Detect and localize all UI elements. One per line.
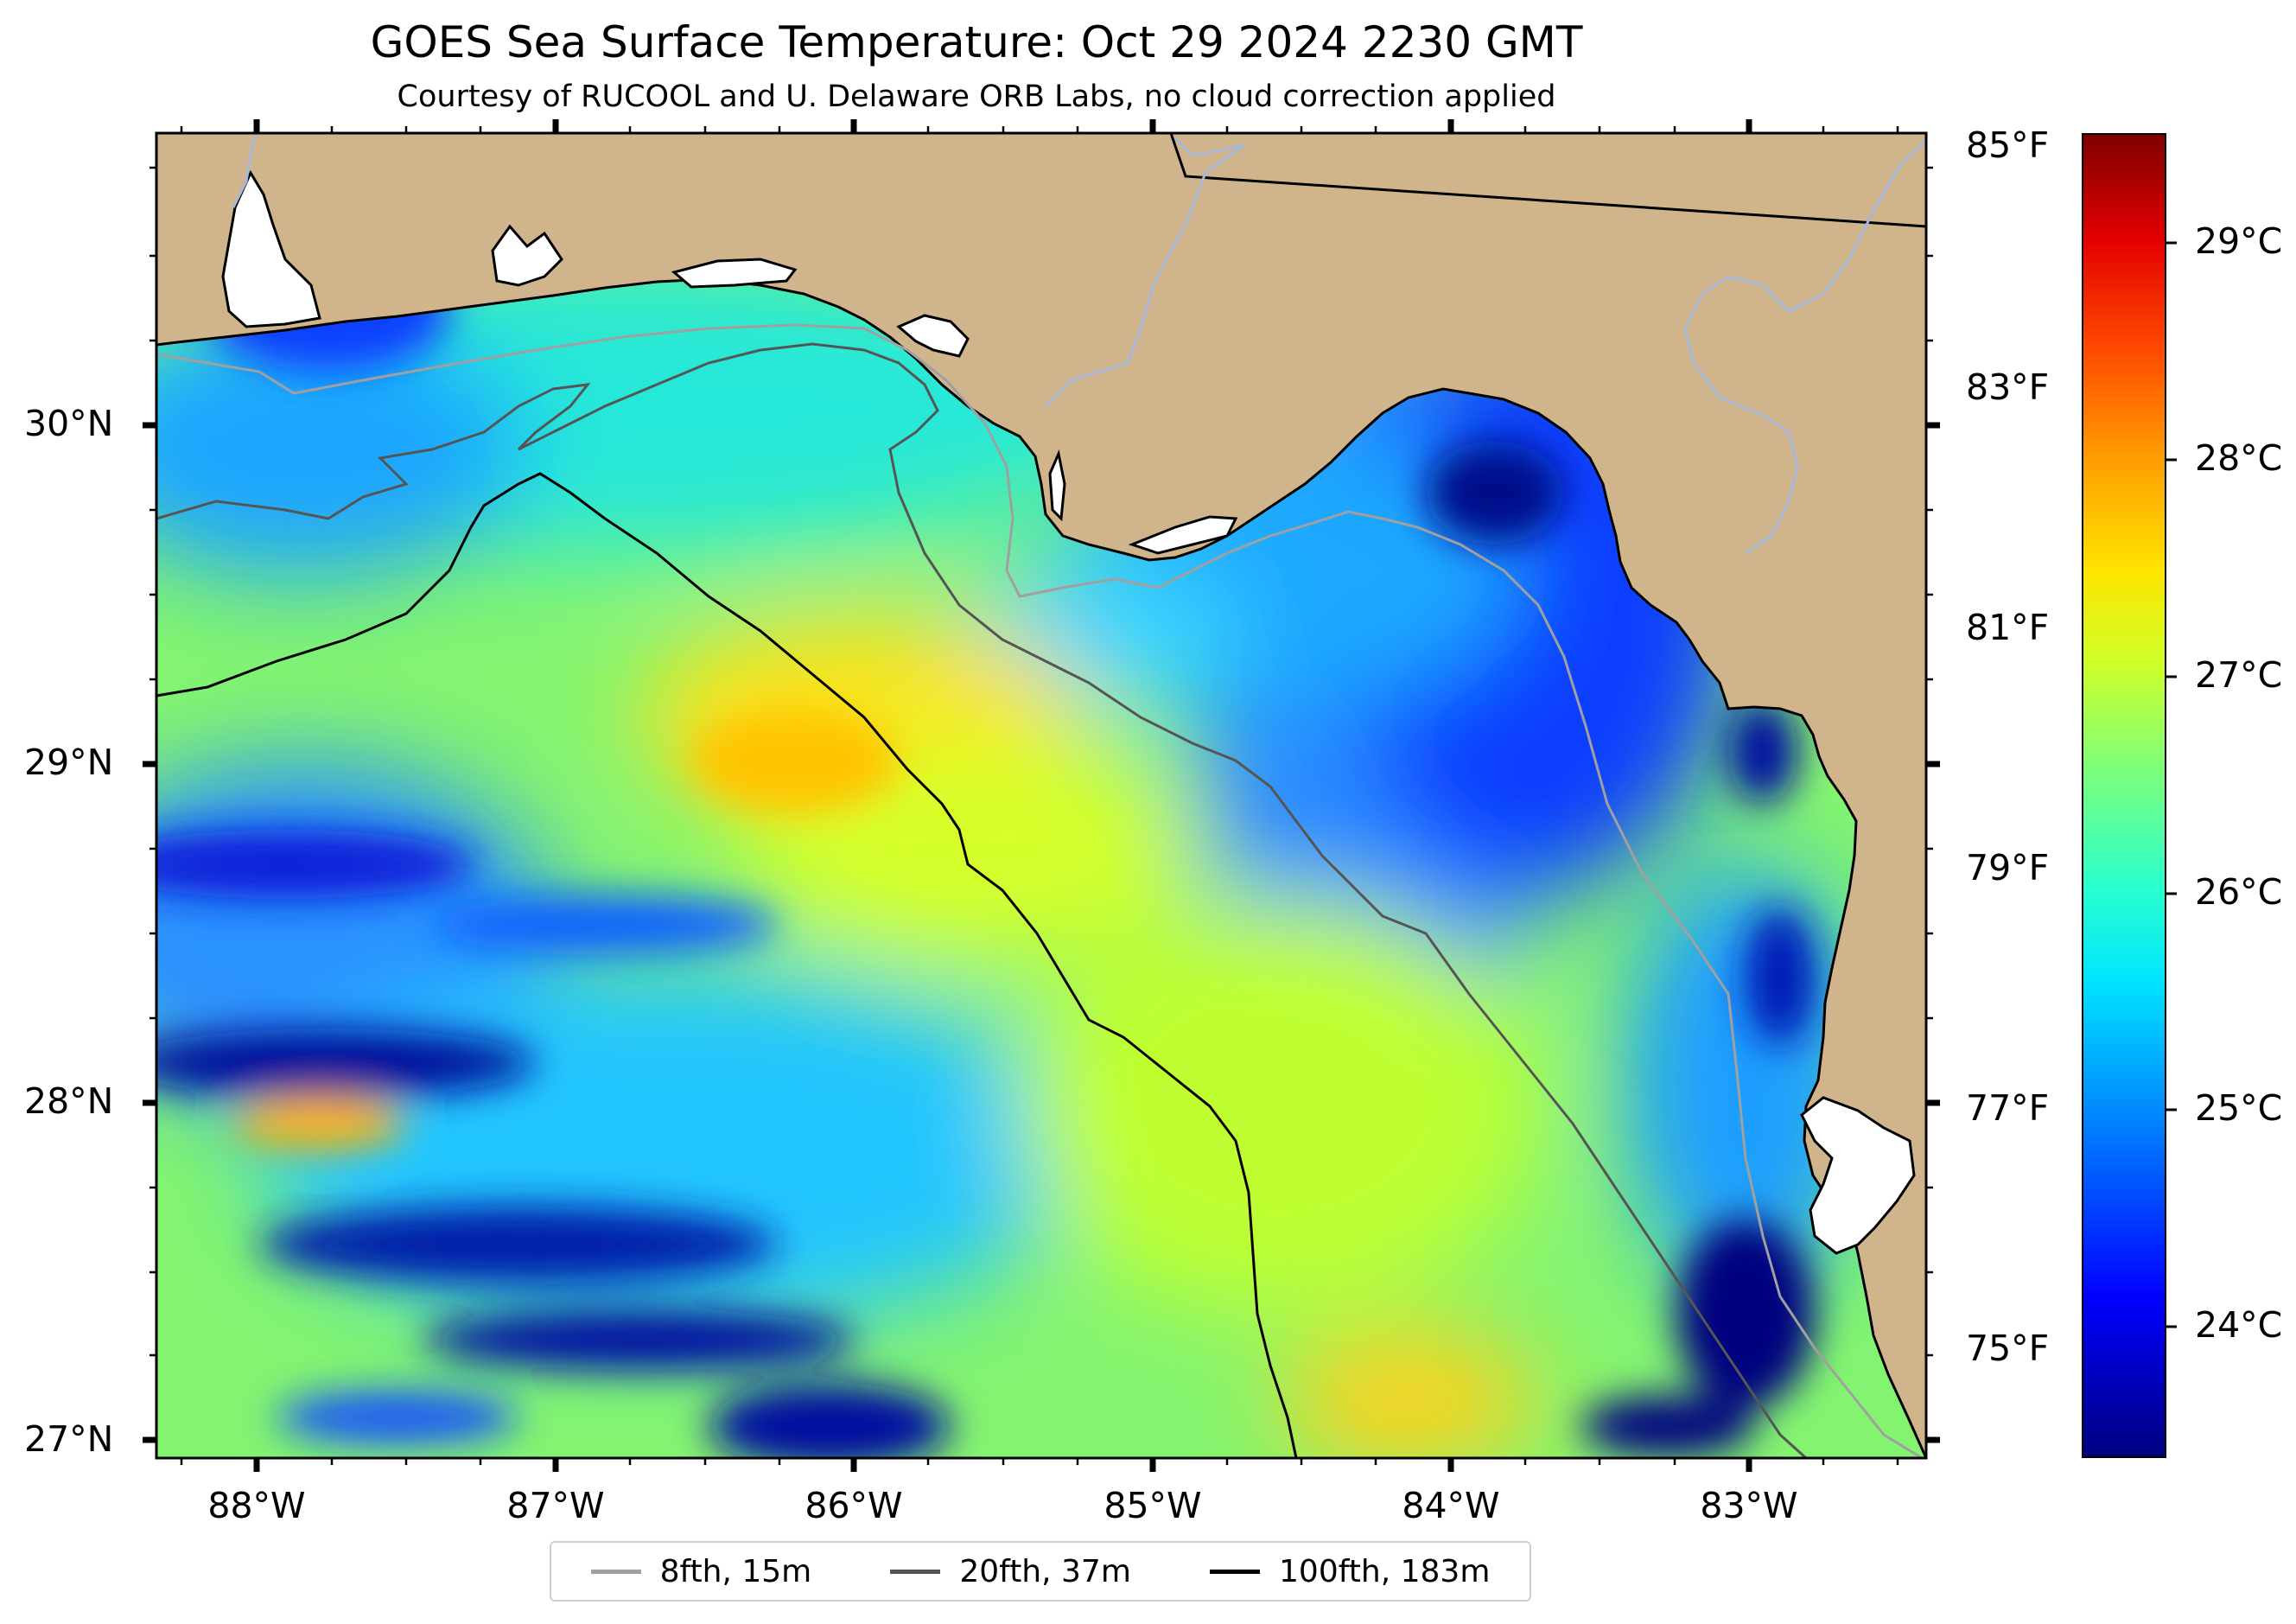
lat-label: 30°N	[24, 403, 114, 444]
apalachee-bay	[1128, 515, 1238, 555]
fahrenheit-label: 75°F	[1966, 1328, 2050, 1369]
celsius-label: 26°C	[2195, 871, 2283, 913]
legend-label: 20fth, 37m	[959, 1553, 1131, 1589]
legend-label: 100fth, 183m	[1279, 1553, 1491, 1589]
river	[1683, 138, 1926, 555]
celsius-label: 28°C	[2195, 437, 2283, 479]
legend-swatch	[590, 1569, 641, 1574]
legend-item-8fth: 8fth, 15m	[590, 1553, 812, 1589]
fahrenheit-label: 83°F	[1966, 366, 2050, 408]
legend-item-100fth: 100fth, 183m	[1210, 1554, 1490, 1589]
lat-label: 28°N	[24, 1080, 114, 1122]
celsius-label: 24°C	[2195, 1304, 2283, 1346]
isobath-20fth	[156, 342, 1808, 1458]
legend-swatch	[1210, 1569, 1261, 1574]
lon-label: 87°W	[506, 1485, 605, 1526]
fahrenheit-label: 77°F	[1966, 1087, 2050, 1129]
celsius-label: 25°C	[2195, 1087, 2283, 1129]
legend-label: 8fth, 15m	[659, 1553, 812, 1589]
tampa-bay	[1800, 1096, 1916, 1255]
lon-label: 88°W	[207, 1485, 306, 1526]
fahrenheit-label: 85°F	[1966, 124, 2050, 166]
map-title: GOES Sea Surface Temperature: Oct 29 202…	[370, 17, 1583, 67]
celsius-label: 27°C	[2195, 654, 2283, 696]
lat-label: 27°N	[24, 1418, 114, 1460]
mobile-bay	[221, 169, 321, 328]
lat-label: 29°N	[24, 742, 114, 783]
isobath-100fth	[156, 472, 1298, 1458]
map-subtitle: Courtesy of RUCOOL and U. Delaware ORB L…	[397, 80, 1556, 114]
river	[1044, 137, 1245, 408]
lon-label: 85°W	[1103, 1485, 1202, 1526]
lon-label: 83°W	[1700, 1485, 1798, 1526]
isobath-8fth	[156, 323, 1924, 1458]
isobath-legend: 8fth, 15m 20fth, 37m 100fth, 183m	[550, 1541, 1531, 1602]
map-frame	[155, 131, 1928, 1460]
land-area	[156, 133, 1926, 1458]
pensacola-bay	[491, 224, 563, 287]
lon-label: 86°W	[805, 1485, 903, 1526]
legend-item-20fth: 20fth, 37m	[890, 1554, 1131, 1589]
temperature-colorbar	[2082, 133, 2166, 1458]
river	[232, 133, 257, 208]
choctawhatchee-bay	[671, 258, 798, 289]
fahrenheit-label: 81°F	[1966, 607, 2050, 648]
legend-swatch	[890, 1569, 941, 1574]
celsius-label: 29°C	[2195, 220, 2283, 262]
lon-label: 84°W	[1402, 1485, 1500, 1526]
state-border	[1169, 133, 1926, 228]
fahrenheit-label: 79°F	[1966, 847, 2050, 888]
apalachicola-bay	[1048, 449, 1066, 522]
st-andrew-bay	[896, 314, 970, 358]
